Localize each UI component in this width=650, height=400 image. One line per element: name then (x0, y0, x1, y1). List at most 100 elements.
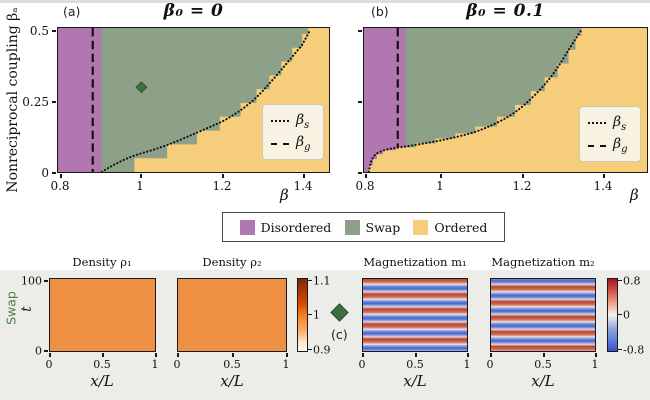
colorbar-tick-label: 1.1 (313, 274, 331, 288)
legend-item-swap: Swap (344, 219, 400, 235)
tick-label: 0 (173, 358, 181, 371)
tick (358, 30, 362, 32)
x-over-L-label: x/L (90, 372, 114, 390)
tick (222, 174, 224, 178)
tick (440, 174, 442, 178)
phase-diagram-a: βs βg (57, 27, 330, 173)
tick-label: 0.5 (406, 358, 424, 371)
heatmap-density1 (49, 278, 156, 352)
heatmap-magnetization1 (362, 278, 468, 352)
legend-row-beta-s: βs (271, 110, 315, 133)
tick (522, 174, 524, 178)
tick-label: 0.25 (22, 95, 49, 109)
ordered-label: Ordered (434, 219, 488, 235)
tick (467, 353, 469, 357)
heatmap-magnetization2 (490, 278, 596, 352)
density2-title: Density ρ₂ (202, 255, 262, 269)
tick (308, 349, 312, 351)
tick-label: 0.5 (29, 24, 49, 38)
tick-label: 1 (151, 358, 159, 371)
panel-a-line-legend: βs βg (262, 104, 324, 160)
tick-label: 1 (136, 179, 144, 193)
tick-label: 0 (486, 358, 494, 371)
tick-label: 1 (282, 358, 290, 371)
density-colorbar (297, 278, 308, 352)
tick (308, 280, 312, 282)
panel-b-xlabel: β (630, 186, 639, 204)
tick (52, 172, 56, 174)
magnetization1-title: Magnetization m₁ (363, 255, 467, 269)
tick-label: 1 (463, 358, 471, 371)
panel-c-label: (c) (331, 327, 348, 342)
tick (177, 353, 179, 357)
tick (415, 353, 417, 357)
dotted-line-sample (588, 122, 606, 125)
tick-label: 0.5 (223, 358, 241, 371)
panel-a-title: β₀ = 0 (163, 1, 224, 21)
tick (308, 314, 312, 316)
tick-label: 1 (436, 179, 444, 193)
beta-s-label: βs (296, 111, 310, 131)
panel-b-line-legend: βs βg (579, 106, 641, 162)
panel-b-title: β₀ = 0.1 (466, 1, 545, 21)
colorbar-tick-label: 0 (623, 308, 630, 322)
x-over-L-label: x/L (220, 372, 244, 390)
magnetization-colorbar (607, 278, 618, 352)
legend-item-ordered: Ordered (413, 219, 488, 235)
tick (362, 353, 364, 357)
legend-row-beta-g: βg (271, 133, 315, 156)
dashed-line-sample (588, 144, 606, 147)
tick-label: 1.2 (512, 179, 532, 193)
colorbar-tick-label: 0.9 (313, 343, 331, 357)
tick-label: 0.5 (93, 358, 111, 371)
disordered-label: Disordered (260, 219, 332, 235)
heatmap-density2 (177, 278, 287, 352)
panel-a-xlabel: β (280, 186, 289, 204)
phase-diagram-b: βs βg (363, 27, 648, 173)
tick-label: 0.8 (50, 179, 70, 193)
ordered-region-b (368, 28, 647, 172)
legend-item-disordered: Disordered (239, 219, 332, 235)
tick (44, 350, 48, 352)
dashed-line-sample (271, 142, 289, 145)
phase-legend-bar: Disordered Swap Ordered (222, 212, 505, 242)
x-over-L-label: x/L (531, 372, 555, 390)
tick (618, 314, 622, 316)
tick (102, 353, 104, 357)
x-over-L-label: x/L (403, 372, 427, 390)
tick-label: 0.5 (534, 358, 552, 371)
tick-label: 1.2 (212, 179, 232, 193)
tick-label: 1.4 (593, 179, 613, 193)
tick (358, 172, 362, 174)
t-axis-label: t (19, 306, 35, 312)
beta-s-label: βs (613, 113, 627, 133)
panel-a-ylabel: Nonreciprocal coupling βₐ (5, 7, 21, 193)
tick (603, 174, 605, 178)
colorbar-tick-label: 1 (313, 308, 320, 322)
tick (232, 353, 234, 357)
tick (303, 174, 305, 178)
tick (286, 353, 288, 357)
density1-title: Density ρ₁ (72, 255, 132, 269)
disordered-region-a (58, 28, 102, 172)
tick-label: 1.4 (293, 179, 313, 193)
tick (618, 280, 622, 282)
disordered-swatch (239, 219, 255, 235)
colorbar-tick-label: -0.8 (623, 343, 645, 357)
tick (358, 101, 362, 103)
panel-b-label: (b) (371, 4, 389, 19)
swap-swatch (344, 219, 360, 235)
tick (49, 353, 51, 357)
legend-row-beta-s: βs (588, 112, 632, 135)
beta-s-curve-b (367, 28, 583, 172)
legend-row-beta-g: βg (588, 135, 632, 158)
swap-row-label: Swap (3, 291, 19, 325)
tick-label: 0.8 (355, 179, 375, 193)
tick (543, 353, 545, 357)
tick-label: 0 (45, 358, 53, 371)
swap-state-diamond-marker-a (135, 81, 148, 94)
tick-label: 0 (358, 358, 366, 371)
tick (52, 30, 56, 32)
beta-s-curve-a (100, 30, 311, 172)
